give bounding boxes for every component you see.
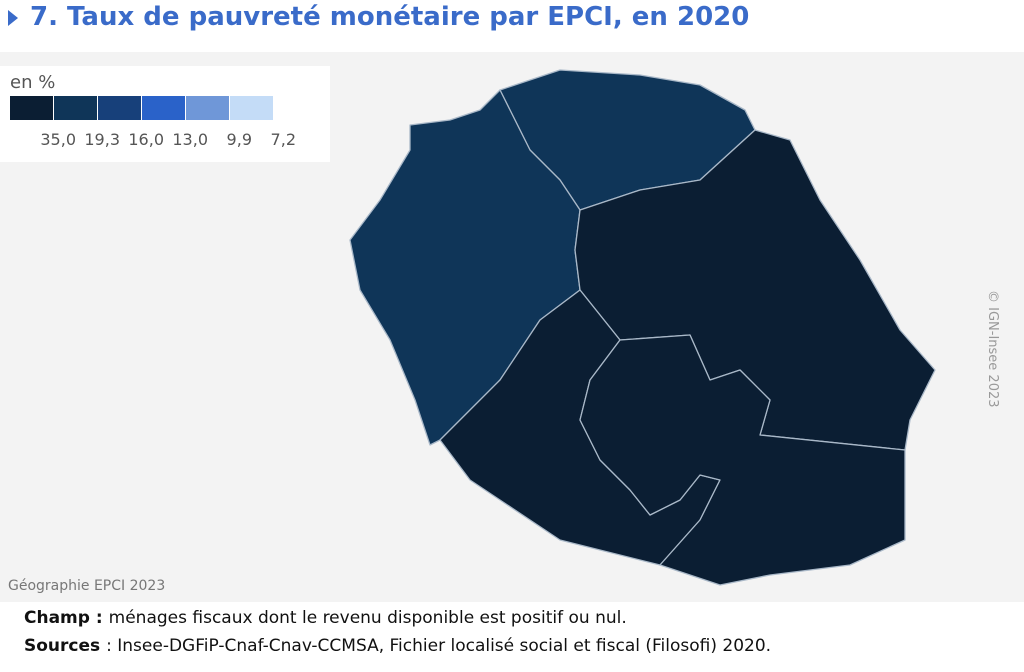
title-icon (8, 10, 18, 26)
title: 7. Taux de pauvreté monétaire par EPCI, … (30, 2, 750, 32)
legend-swatch (10, 96, 53, 120)
legend-label: 35,0 (40, 130, 76, 149)
geography-note: Géographie EPCI 2023 (8, 578, 166, 594)
copyright: © IGN-Insee 2023 (985, 290, 1000, 408)
legend-swatch (230, 96, 273, 120)
legend: en % 35,0 19,3 16,0 13,0 9,9 7,2 (0, 66, 330, 162)
legend-swatch (54, 96, 97, 120)
region-ouest (349, 89, 581, 446)
note-label: Champ : (24, 608, 103, 628)
map-panel (0, 52, 1024, 602)
legend-label: 9,9 (226, 130, 252, 149)
note-text: ménages fiscaux dont le revenu disponibl… (108, 608, 627, 628)
legend-label: 7,2 (270, 130, 296, 149)
legend-swatch (186, 96, 229, 120)
legend-swatch (98, 96, 141, 120)
legend-swatch (142, 96, 185, 120)
note-label: Sources (24, 636, 101, 656)
note: Champ : ménages fiscaux dont le revenu di… (24, 608, 627, 628)
note: Sources: Insee-DGFiP-Cnaf-Cnav-CCMSA, Fi… (24, 636, 771, 656)
legend-label: 16,0 (128, 130, 164, 149)
legend-label: 19,3 (84, 130, 120, 149)
map (349, 69, 936, 586)
region-sud (579, 334, 906, 586)
note-text: : Insee-DGFiP-Cnaf-Cnav-CCMSA, Fichier l… (106, 636, 772, 656)
legend-label: 13,0 (172, 130, 208, 149)
legend-title: en % (10, 72, 56, 93)
